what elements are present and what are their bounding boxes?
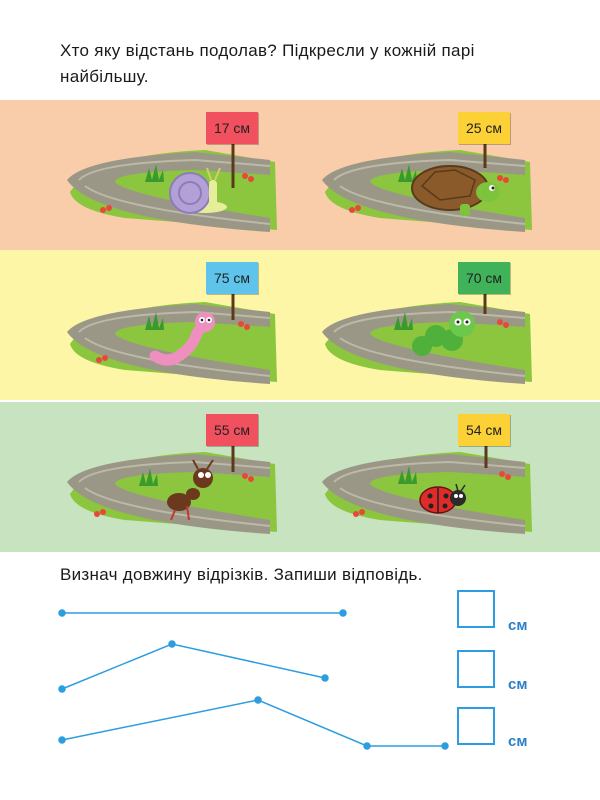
unit-label-1: см bbox=[508, 617, 528, 634]
answer-box-2[interactable] bbox=[457, 650, 495, 688]
distance-sign-ladybug: 54 см bbox=[458, 414, 510, 446]
scene-worm[interactable] bbox=[55, 252, 285, 402]
path-illustration bbox=[67, 424, 277, 534]
scene-caterpillar[interactable] bbox=[310, 252, 540, 402]
distance-sign-snail: 17 см bbox=[206, 112, 258, 144]
distance-sign-caterpillar: 70 см bbox=[458, 262, 510, 294]
caterpillar-icon bbox=[412, 311, 475, 356]
segments-drawing bbox=[58, 609, 449, 750]
segment-1 bbox=[58, 609, 347, 617]
task-1-instruction: Хто яку відстань подолав? Підкресли у ко… bbox=[60, 41, 475, 86]
distance-sign-turtle: 25 см bbox=[458, 112, 510, 144]
ladybug-icon bbox=[419, 483, 466, 514]
scene-turtle[interactable] bbox=[310, 100, 540, 250]
distance-label: 75 см bbox=[213, 270, 251, 286]
scene-snail[interactable] bbox=[55, 100, 285, 250]
snail-icon bbox=[169, 167, 227, 214]
distance-sign-ant: 55 см bbox=[206, 414, 258, 446]
distance-label: 70 см bbox=[465, 270, 503, 286]
distance-label: 17 см bbox=[213, 120, 251, 136]
answer-box-1[interactable] bbox=[457, 590, 495, 628]
answer-box-3[interactable] bbox=[457, 707, 495, 745]
ant-icon bbox=[167, 459, 214, 521]
segment-3-broken-line bbox=[58, 696, 449, 750]
distance-sign-worm: 75 см bbox=[206, 262, 258, 294]
turtle-icon bbox=[411, 165, 500, 216]
distance-label: 55 см bbox=[213, 422, 251, 438]
scene-ant[interactable] bbox=[55, 402, 285, 552]
unit-label-2: см bbox=[508, 676, 528, 693]
scene-ladybug[interactable] bbox=[310, 402, 540, 552]
path-illustration bbox=[67, 272, 277, 384]
worm-icon bbox=[149, 312, 215, 366]
segment-2-broken-line bbox=[58, 640, 329, 693]
distance-label: 25 см bbox=[465, 120, 503, 136]
distance-label: 54 см bbox=[465, 422, 503, 438]
task-2-instruction: Визнач довжину відрізків. Запиши відпові… bbox=[60, 565, 423, 584]
unit-label-3: см bbox=[508, 733, 528, 750]
